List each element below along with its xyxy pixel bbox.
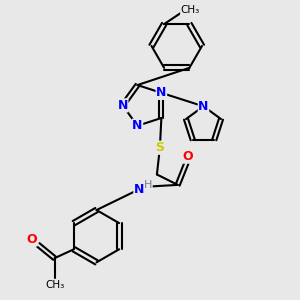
Text: CH₃: CH₃ <box>45 280 64 290</box>
Text: H: H <box>144 180 152 190</box>
Text: N: N <box>198 100 209 113</box>
Text: O: O <box>26 233 37 246</box>
Text: CH₃: CH₃ <box>181 5 200 15</box>
Text: N: N <box>134 183 144 196</box>
Text: O: O <box>183 150 194 163</box>
Text: N: N <box>118 99 128 112</box>
Text: S: S <box>155 141 164 154</box>
Text: N: N <box>132 119 142 132</box>
Text: N: N <box>156 86 167 99</box>
